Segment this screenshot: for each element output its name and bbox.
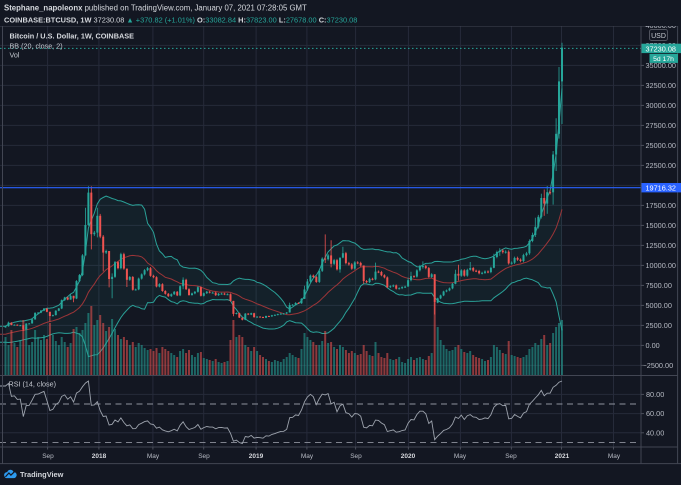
svg-text:2500.00: 2500.00 <box>646 321 672 330</box>
svg-text:30000.00: 30000.00 <box>646 101 676 110</box>
svg-text:5d 17h: 5d 17h <box>653 56 674 63</box>
svg-text:May: May <box>454 453 467 460</box>
svg-text:7500.00: 7500.00 <box>646 281 672 290</box>
svg-text:80.00: 80.00 <box>646 390 664 399</box>
svg-text:12500.00: 12500.00 <box>646 241 676 250</box>
svg-text:15000.00: 15000.00 <box>646 221 676 230</box>
svg-text:May: May <box>147 453 160 460</box>
svg-text:Sep: Sep <box>42 453 54 460</box>
svg-text:2021: 2021 <box>555 453 570 460</box>
svg-text:27500.00: 27500.00 <box>646 121 676 130</box>
svg-text:Bitcoin / U.S. Dollar, 1W, COI: Bitcoin / U.S. Dollar, 1W, COINBASE <box>10 31 135 40</box>
svg-text:−2500.00: −2500.00 <box>643 361 674 370</box>
svg-text:Sep: Sep <box>505 453 517 460</box>
svg-text:5000.00: 5000.00 <box>646 301 672 310</box>
svg-text:Stephane_napoleonx published o: Stephane_napoleonx published on TradingV… <box>4 4 307 13</box>
svg-text:32500.00: 32500.00 <box>646 81 676 90</box>
svg-text:2018: 2018 <box>92 453 107 460</box>
svg-text:Sep: Sep <box>350 453 362 460</box>
svg-text:0.00: 0.00 <box>646 341 660 350</box>
svg-text:40.00: 40.00 <box>646 428 664 437</box>
svg-text:RSI (14, close): RSI (14, close) <box>9 379 57 388</box>
svg-text:Vol: Vol <box>10 51 20 60</box>
svg-text:60.00: 60.00 <box>646 409 664 418</box>
svg-text:22500.00: 22500.00 <box>646 161 676 170</box>
svg-text:10000.00: 10000.00 <box>646 261 676 270</box>
svg-text:COINBASE:BTCUSD, 1W 37230.08: COINBASE:BTCUSD, 1W 37230.08 ▲ +370.82 (… <box>4 16 357 25</box>
svg-text:TradingView: TradingView <box>20 470 64 479</box>
svg-text:May: May <box>608 453 621 460</box>
svg-text:37230.08: 37230.08 <box>646 44 676 53</box>
svg-text:May: May <box>301 453 314 460</box>
svg-text:25000.00: 25000.00 <box>646 141 676 150</box>
svg-text:2019: 2019 <box>249 453 264 460</box>
svg-text:19716.32: 19716.32 <box>646 184 676 193</box>
svg-text:2020: 2020 <box>401 453 416 460</box>
svg-text:Sep: Sep <box>198 453 210 460</box>
svg-text:BB (20, close, 2): BB (20, close, 2) <box>10 42 63 51</box>
svg-text:17500.00: 17500.00 <box>646 201 676 210</box>
svg-text:35000.00: 35000.00 <box>646 61 676 70</box>
svg-text:USD: USD <box>651 33 666 40</box>
